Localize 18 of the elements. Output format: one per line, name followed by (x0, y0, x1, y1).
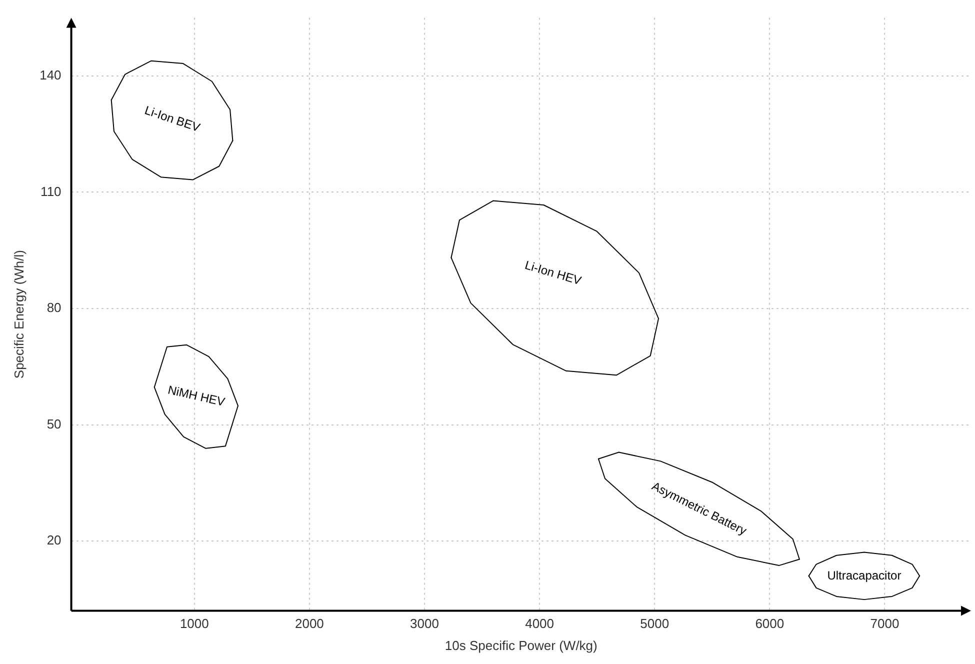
y-tick-label: 110 (40, 184, 62, 199)
y-tick-label: 80 (46, 300, 62, 316)
y-tick-label: 20 (46, 532, 62, 548)
y-tick-label: 140 (40, 68, 62, 83)
x-tick-label: 7000 (870, 616, 900, 632)
x-tick-label: 2000 (294, 616, 324, 632)
text: NiMH HEV (166, 382, 226, 409)
x-tick-label: 4000 (525, 616, 554, 632)
x-tick-label: 3000 (410, 616, 439, 632)
text: Li-Ion BEV (142, 103, 202, 135)
x-tick-label: 1000 (180, 616, 209, 632)
y-axis-title: Specific Energy (Wh/l) (11, 250, 26, 379)
x-tick-label: 5000 (640, 616, 670, 632)
text: Li-Ion HEV (523, 258, 583, 288)
x-axis-title: 10s Specific Power (W/kg) (444, 638, 598, 653)
series-label: Ultracapacitor (827, 568, 902, 582)
x-tick-label: 6000 (755, 616, 784, 632)
y-tick-label: 50 (46, 416, 62, 432)
